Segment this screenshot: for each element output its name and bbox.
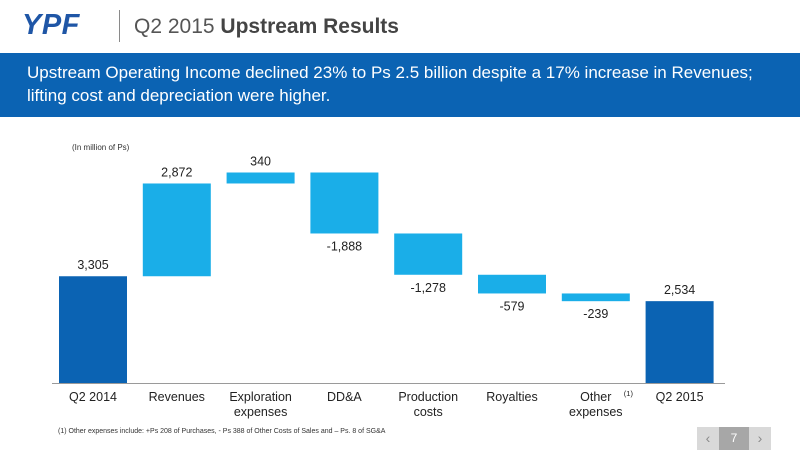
bar-0 (59, 276, 127, 383)
value-label-5: -579 (499, 299, 524, 313)
category-label-6-0: Other (580, 390, 611, 404)
value-label-7: 2,534 (664, 283, 695, 297)
category-label-3-0: DD&A (327, 390, 362, 404)
bar-7 (645, 301, 714, 383)
value-label-1: 2,872 (161, 165, 192, 179)
category-label-4-1: costs (414, 405, 443, 419)
category-label-4-0: Production (398, 390, 458, 404)
bar-3 (310, 172, 379, 234)
value-label-6: -239 (583, 307, 608, 321)
category-label-5-0: Royalties (486, 390, 537, 404)
bar-5 (478, 274, 546, 294)
slide-title: Q2 2015 Upstream Results (134, 15, 399, 39)
summary-text: Upstream Operating Income declined 23% t… (27, 63, 753, 105)
category-label-0-0: Q2 2014 (69, 390, 117, 404)
bar-6 (561, 293, 630, 302)
bar-2 (226, 172, 295, 184)
footnote: (1) Other expenses include: +Ps 208 of P… (58, 428, 386, 435)
value-label-2: 340 (250, 155, 271, 169)
header-divider (119, 10, 120, 42)
value-label-4: -1,278 (410, 281, 445, 295)
category-label-6-1: expenses (569, 405, 623, 419)
slide-title-bold: Upstream Results (220, 15, 399, 38)
page-number: 7 (719, 427, 749, 450)
summary-banner: Upstream Operating Income declined 23% t… (0, 53, 800, 117)
ypf-logo: YPF (22, 9, 80, 41)
pagination: ‹ 7 › (697, 427, 771, 450)
value-label-3: -1,888 (327, 239, 362, 253)
category-superscript-6: (1) (624, 389, 634, 398)
category-label-2-0: Exploration (229, 390, 292, 404)
bar-1 (142, 183, 211, 277)
slide-title-prefix: Q2 2015 (134, 15, 221, 38)
value-label-0: 3,305 (77, 258, 108, 272)
chevron-left-icon[interactable]: ‹ (697, 427, 719, 450)
units-note: (In million of Ps) (72, 143, 130, 152)
chevron-right-icon[interactable]: › (749, 427, 771, 450)
category-label-7-0: Q2 2015 (656, 390, 704, 404)
category-label-1-0: Revenues (149, 390, 205, 404)
slide-header: YPF Q2 2015 Upstream Results (0, 0, 800, 52)
category-label-2-1: expenses (234, 405, 288, 419)
bar-4 (394, 233, 463, 275)
